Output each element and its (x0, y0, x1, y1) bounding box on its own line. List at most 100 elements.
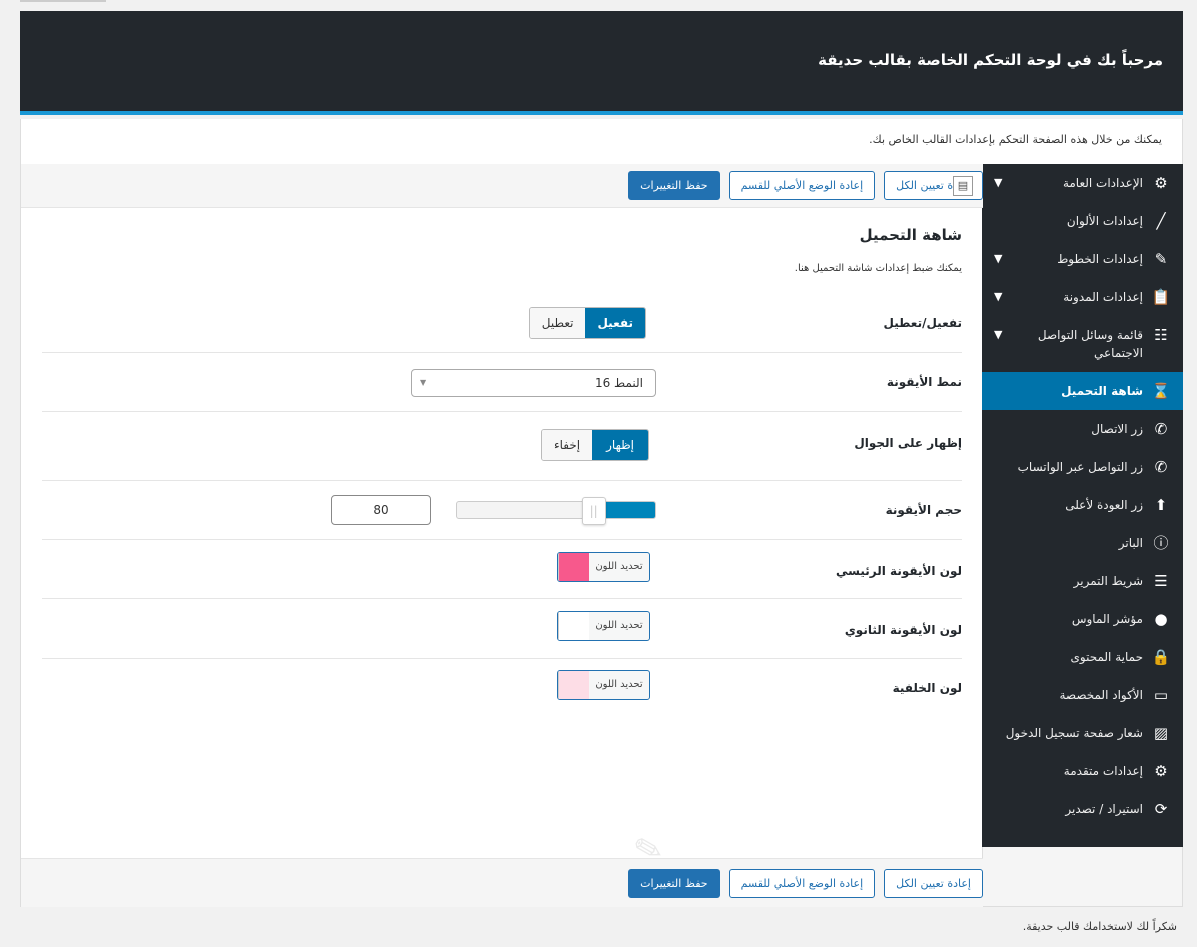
pencil-icon: ✎ (1154, 250, 1168, 268)
content-panel: حفظ التغييرات إعادة الوضع الأصلي للقسم إ… (20, 164, 983, 907)
sidebar-item-label: الإعدادات العامة (1062, 176, 1143, 190)
sidebar-item[interactable]: ✎ إعدادات الخطوط ▼ (982, 240, 1183, 278)
section-title: شاهة التحميل (859, 226, 962, 244)
select-color-label: تحديد اللون (595, 561, 643, 572)
select-color-label: تحديد اللون (595, 679, 643, 690)
sidebar-item[interactable]: ☰ شريط التمرير (982, 562, 1183, 600)
select-color-label: تحديد اللون (595, 620, 643, 631)
enable-toggle[interactable]: تفعيل تعطيل (528, 307, 646, 339)
hourglass-icon: ⌛ (1151, 382, 1171, 400)
sidebar-item-label: زر العودة لأعلى (1065, 498, 1143, 512)
sidebar-item-label: شاهة التحميل (1061, 384, 1143, 398)
save-button[interactable]: حفظ التغييرات (628, 171, 720, 200)
brush-icon: ╱ (1156, 212, 1166, 230)
reset-all-button[interactable]: إعادة تعيين الكل (884, 868, 983, 898)
icon-size-input[interactable]: 80 (331, 495, 431, 525)
sidebar-item[interactable]: ⚙ الإعدادات العامة ▼ (982, 164, 1183, 202)
background-color-picker[interactable]: تحديد اللون (557, 670, 650, 700)
clipboard-icon: 📋 (1151, 288, 1171, 306)
enable-option-on[interactable]: تفعيل (585, 308, 645, 338)
save-button[interactable]: حفظ التغييرات (628, 868, 720, 898)
sidebar-item[interactable]: ⚙ إعدادات متقدمة (982, 752, 1183, 790)
reset-section-button[interactable]: إعادة الوضع الأصلي للقسم (728, 171, 876, 200)
gears-icon: ⚙ (1154, 762, 1168, 780)
sidebar-item[interactable]: ▭ الأكواد المخصصة (982, 676, 1183, 714)
field-background-color: لون الخلفية تحديد اللون (42, 659, 962, 719)
info-icon: ⓘ (1153, 534, 1169, 552)
field-label: تفعيل/تعطيل (883, 316, 963, 330)
icon-style-select[interactable]: النمط 16 ▼ (411, 369, 656, 397)
icon-size-slider[interactable]: || (456, 497, 656, 525)
sidebar-item-label: إعدادات المدونة (1063, 290, 1143, 304)
chevron-down-icon[interactable]: ▼ (994, 328, 1003, 341)
chevron-down-icon[interactable]: ▼ (994, 290, 1003, 303)
select-value: النمط 16 (594, 376, 643, 390)
slider-handle[interactable]: || (581, 497, 606, 525)
field-label: إظهار على الجوال (854, 436, 962, 450)
refresh-icon: ⟳ (1154, 800, 1168, 818)
slider-fill (593, 502, 655, 518)
mobile-option-hide[interactable]: إخفاء (542, 430, 593, 460)
sidebar-item-label: استيراد / تصدير (1065, 802, 1143, 816)
image-icon: ▨ (1153, 724, 1169, 742)
sidebar-item-label: حماية المحتوى (1070, 650, 1144, 664)
color-swatch (558, 553, 589, 581)
footer-text: شكراً لك لاستخدامك قالب حديقة. (1022, 920, 1177, 933)
sidebar-item[interactable]: ☷ قائمة وسائل التواصل الاجتماعي ▼ (982, 316, 1183, 372)
dropdown-arrow-icon: ▼ (420, 378, 427, 387)
field-mobile: إظهار على الجوال إظهار إخفاء (42, 412, 962, 481)
sidebar-item[interactable]: ⓘ الباتر (982, 524, 1183, 562)
sidebar-item[interactable]: ⟳ استيراد / تصدير (982, 790, 1183, 828)
field-secondary-color: لون الأيقونة الثانوي تحديد اللون (42, 599, 962, 659)
sidebar-item-label: إعدادات متقدمة (1063, 764, 1143, 778)
reset-section-button[interactable]: إعادة الوضع الأصلي للقسم (728, 868, 876, 898)
top-toolbar: حفظ التغييرات إعادة الوضع الأصلي للقسم إ… (21, 164, 983, 208)
lock-icon: 🔒 (1151, 648, 1171, 666)
color-swatch (558, 671, 589, 699)
bottom-toolbar: حفظ التغييرات إعادة الوضع الأصلي للقسم إ… (21, 858, 983, 907)
page-title: مرحباً بك في لوحة التحكم الخاصة بقالب حد… (818, 51, 1163, 69)
sidebar-item-label: إعدادات الخطوط (1057, 252, 1143, 266)
chevron-down-icon[interactable]: ▼ (994, 176, 1003, 189)
sidebar-item[interactable]: ╱ إعدادات الألوان (982, 202, 1183, 240)
enable-option-off[interactable]: تعطيل (529, 308, 586, 338)
css-icon: ▭ (1153, 686, 1169, 704)
mobile-option-show[interactable]: إظهار (592, 430, 648, 460)
field-label: لون الخلفية (892, 681, 962, 695)
expand-icon[interactable]: ▤ (953, 176, 973, 196)
phone-icon: ✆ (1154, 420, 1168, 438)
sidebar-item-label: إعدادات الألوان (1066, 214, 1143, 228)
sidebar-item-label: الباتر (1118, 536, 1143, 550)
sidebar-item[interactable]: ✆ زر الاتصال (982, 410, 1183, 448)
sidebar-item[interactable]: ⬆ زر العودة لأعلى (982, 486, 1183, 524)
sidebar: ⚙ الإعدادات العامة ▼ ╱ إعدادات الألوان ✎ إعداد… (982, 164, 1183, 847)
sidebar-item-label: قائمة وسائل التواصل الاجتماعي (1037, 328, 1143, 360)
sidebar-item[interactable]: ▨ شعار صفحة تسجيل الدخول (982, 714, 1183, 752)
secondary-color-picker[interactable]: تحديد اللون (557, 611, 650, 641)
sidebar-item-label: شريط التمرير (1073, 574, 1143, 588)
gear-icon: ⚙ (1154, 174, 1168, 192)
chevron-down-icon[interactable]: ▼ (994, 252, 1003, 265)
sidebar-item[interactable]: ✆ زر التواصل عبر الواتساب (982, 448, 1183, 486)
sidebar-item[interactable]: ⌛ شاهة التحميل (982, 372, 1183, 410)
field-label: نمط الأيقونة (886, 375, 962, 389)
intro-bar: يمكنك من خلال هذه الصفحة التحكم بإعدادات… (20, 119, 1183, 164)
circle-icon: ● (1154, 610, 1168, 628)
sidebar-item[interactable]: 🔒 حماية المحتوى (982, 638, 1183, 676)
sidebar-footer (982, 847, 1183, 907)
intro-text: يمكنك من خلال هذه الصفحة التحكم بإعدادات… (869, 133, 1162, 146)
section-description: يمكنك ضبط إعدادات شاشة التحميل هنا. (794, 263, 962, 274)
page-header: مرحباً بك في لوحة التحكم الخاصة بقالب حد… (20, 11, 1183, 115)
sidebar-item-label: زر التواصل عبر الواتساب (1017, 460, 1143, 474)
field-label: لون الأيقونة الثانوي (844, 623, 962, 637)
sidebar-item[interactable]: 📋 إعدادات المدونة ▼ (982, 278, 1183, 316)
sidebar-item[interactable]: ● مؤشر الماوس (982, 600, 1183, 638)
color-swatch (558, 612, 589, 640)
field-label: حجم الأيقونة (885, 503, 962, 517)
sidebar-item-label: زر الاتصال (1091, 422, 1143, 436)
sidebar-item-label: شعار صفحة تسجيل الدخول (1005, 726, 1143, 740)
mobile-toggle[interactable]: إظهار إخفاء (541, 429, 649, 461)
arrow-up-circle-icon: ⬆ (1154, 496, 1168, 514)
sidebar-item-label: الأكواد المخصصة (1059, 688, 1143, 702)
primary-color-picker[interactable]: تحديد اللون (557, 552, 650, 582)
